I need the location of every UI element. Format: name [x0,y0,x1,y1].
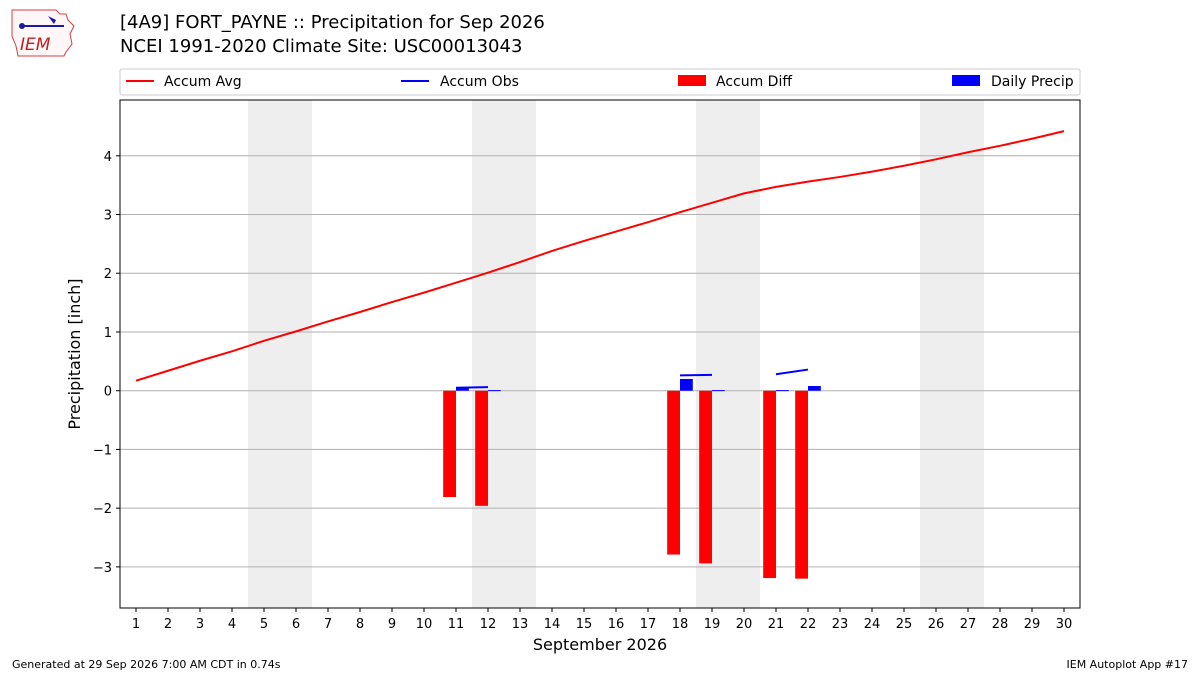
x-tick-label: 18 [672,617,689,632]
generated-timestamp: Generated at 29 Sep 2026 7:00 AM CDT in … [12,658,281,671]
bar-marks [443,378,821,579]
y-tick-label: −3 [93,561,112,576]
y-tick-label: 0 [104,385,112,400]
x-tick-label: 8 [356,617,364,632]
accum-diff-bar [475,390,488,506]
x-tick-label: 29 [1024,617,1041,632]
accum-diff-bar [667,390,680,555]
line-marks [135,130,1065,389]
y-tick-label: 4 [104,150,112,165]
iem-logo: IEM [11,9,75,57]
x-tick-label: 2 [164,617,172,632]
y-axis-ticks: −3 −2 −1 0 1 2 3 4 [93,150,120,576]
accum-obs-line [775,368,809,376]
accum-diff-bar [699,390,712,564]
x-tick-label: 25 [896,617,913,632]
weekend-band [472,100,536,608]
x-tick-label: 21 [768,617,785,632]
y-tick-label: 1 [104,326,112,341]
daily-precip-bar [776,390,789,392]
legend-daily-swatch [952,75,980,86]
logo-text: IEM [20,35,51,55]
x-tick-label: 15 [576,617,593,632]
weekend-band [248,100,312,608]
legend-diff-swatch [678,75,706,86]
y-gridlines [120,155,1080,568]
legend-diff-label: Accum Diff [716,74,792,90]
x-tick-label: 26 [928,617,945,632]
x-tick-label: 7 [324,617,332,632]
accum-diff-bar [763,390,776,579]
x-tick-label: 3 [196,617,204,632]
accum-avg-line [135,130,1065,382]
x-tick-label: 1 [132,617,140,632]
daily-precip-bar [456,387,469,391]
y-tick-label: −2 [93,502,112,517]
x-axis-ticks: 1 2 3 4 5 6 7 8 9 10 11 12 13 14 15 16 17 18 19 20 21 22 23 24 2… [132,608,1072,632]
x-tick-label: 4 [228,617,236,632]
x-tick-label: 23 [832,617,849,632]
x-tick-label: 9 [388,617,396,632]
accum-diff-bar [795,390,808,579]
x-tick-label: 10 [416,617,433,632]
x-tick-label: 16 [608,617,625,632]
x-tick-label: 30 [1056,617,1073,632]
accum-diff-bar [443,390,456,498]
y-tick-label: −1 [93,443,112,458]
x-tick-label: 5 [260,617,268,632]
x-tick-label: 27 [960,617,977,632]
x-tick-label: 12 [480,617,497,632]
weekend-band [920,100,984,608]
legend: Accum Avg Accum Obs Accum Diff Daily Pre… [119,68,1081,96]
x-tick-label: 19 [704,617,721,632]
x-tick-label: 13 [512,617,529,632]
x-tick-label: 24 [864,617,881,632]
daily-precip-bar [680,378,693,391]
x-tick-label: 22 [800,617,817,632]
daily-precip-bar [808,386,821,391]
x-tick-label: 28 [992,617,1009,632]
y-tick-label: 3 [104,209,112,224]
x-tick-label: 14 [544,617,561,632]
daily-precip-bar [712,390,725,392]
y-tick-label: 2 [104,267,112,282]
x-tick-label: 11 [448,617,465,632]
x-tick-label: 20 [736,617,753,632]
plot-frame [119,99,1081,609]
weekend-shading [248,100,984,608]
x-tick-label: 6 [292,617,300,632]
legend-avg-label: Accum Avg [164,74,242,90]
legend-obs-label: Accum Obs [440,74,519,90]
accum-obs-line [455,386,489,389]
y-axis-label: Precipitation [inch] [65,278,84,429]
app-label: IEM Autoplot App #17 [1066,658,1189,671]
x-axis-label: September 2026 [533,635,667,654]
legend-daily-label: Daily Precip [991,74,1074,90]
chart-title-line2: NCEI 1991-2020 Climate Site: USC00013043 [120,36,523,57]
chart-title-line1: [4A9] FORT_PAYNE :: Precipitation for Se… [120,12,545,33]
daily-precip-bar [488,390,501,392]
x-tick-label: 17 [640,617,657,632]
accum-obs-line [679,373,713,377]
